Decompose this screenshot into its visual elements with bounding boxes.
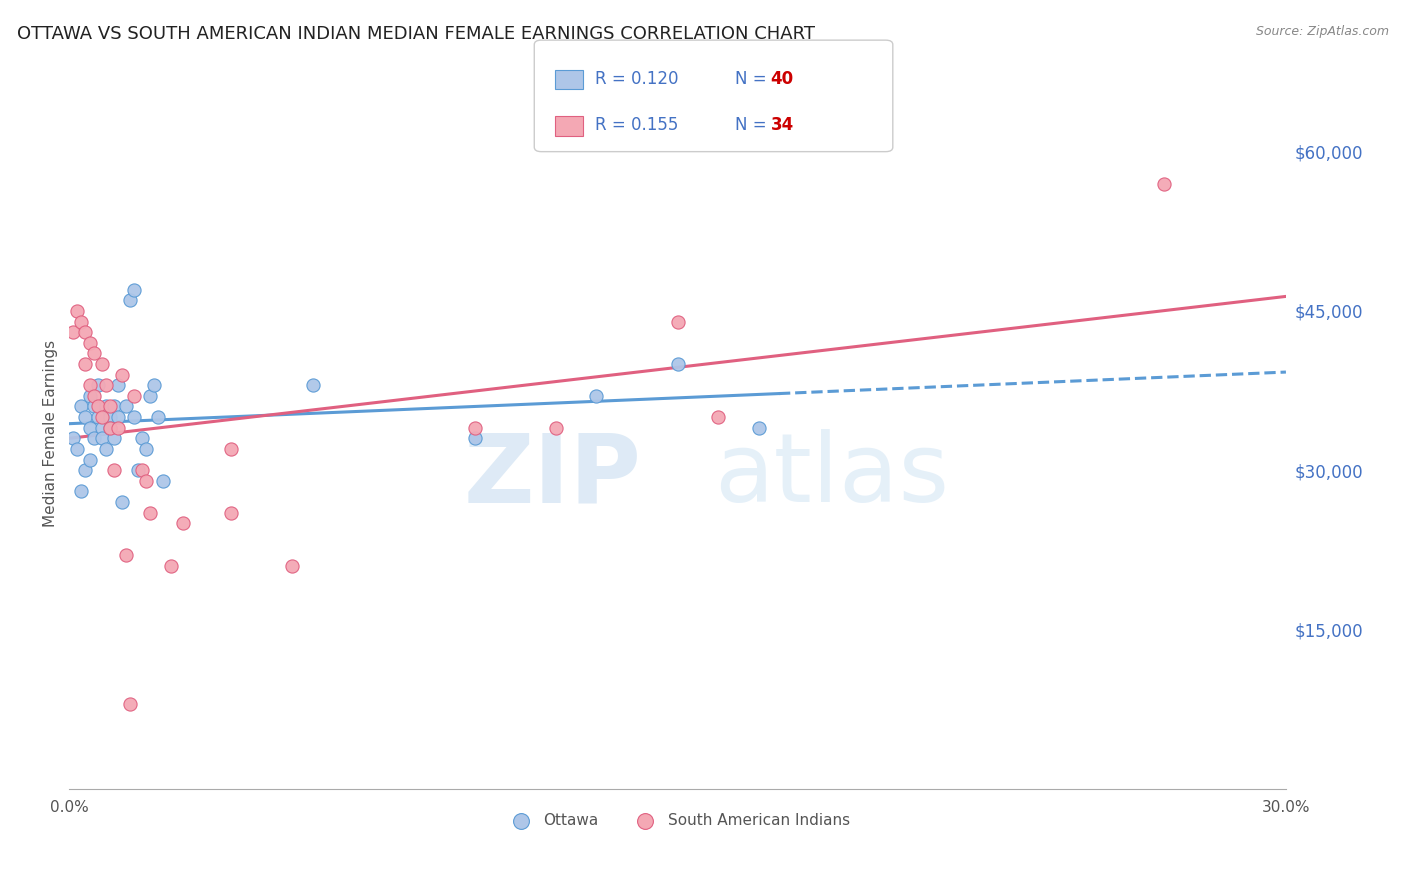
Point xyxy=(221,442,243,456)
Point xyxy=(585,389,607,403)
Point xyxy=(122,410,145,425)
Point xyxy=(1153,177,1175,191)
Point xyxy=(86,400,108,414)
Point xyxy=(83,400,105,414)
Point xyxy=(666,357,689,371)
Point xyxy=(79,420,101,434)
Point xyxy=(152,474,174,488)
Point xyxy=(70,484,93,499)
Point xyxy=(83,346,105,360)
Text: N =: N = xyxy=(735,116,772,134)
Point xyxy=(707,410,730,425)
Point xyxy=(79,335,101,350)
Text: R = 0.155: R = 0.155 xyxy=(595,116,678,134)
Point xyxy=(83,431,105,445)
Point xyxy=(75,357,97,371)
Point xyxy=(103,463,125,477)
Point xyxy=(90,420,112,434)
Point xyxy=(135,442,157,456)
Point xyxy=(143,378,166,392)
Text: OTTAWA VS SOUTH AMERICAN INDIAN MEDIAN FEMALE EARNINGS CORRELATION CHART: OTTAWA VS SOUTH AMERICAN INDIAN MEDIAN F… xyxy=(17,25,815,43)
Point xyxy=(122,389,145,403)
Text: 40: 40 xyxy=(770,70,793,87)
Point xyxy=(98,420,121,434)
Point xyxy=(75,463,97,477)
Point xyxy=(544,420,567,434)
Point xyxy=(94,442,117,456)
Point xyxy=(75,410,97,425)
Point xyxy=(464,420,486,434)
Point xyxy=(748,420,770,434)
Point xyxy=(79,452,101,467)
Point xyxy=(75,325,97,339)
Point xyxy=(103,400,125,414)
Point xyxy=(103,431,125,445)
Point xyxy=(139,506,162,520)
Point xyxy=(172,516,194,531)
Point xyxy=(94,400,117,414)
Point xyxy=(131,431,153,445)
Point xyxy=(66,442,89,456)
Point xyxy=(62,325,84,339)
Point xyxy=(98,400,121,414)
Point xyxy=(79,389,101,403)
Point xyxy=(62,431,84,445)
Point xyxy=(666,314,689,328)
Point xyxy=(94,378,117,392)
Point xyxy=(98,410,121,425)
Point xyxy=(127,463,149,477)
Point xyxy=(107,420,129,434)
Point xyxy=(115,548,138,562)
Point xyxy=(221,506,243,520)
Y-axis label: Median Female Earnings: Median Female Earnings xyxy=(44,340,58,526)
Point xyxy=(131,463,153,477)
Text: 34: 34 xyxy=(770,116,794,134)
Point xyxy=(115,400,138,414)
Point xyxy=(111,368,134,382)
Text: atlas: atlas xyxy=(714,429,949,522)
Point xyxy=(66,304,89,318)
Legend: Ottawa, South American Indians: Ottawa, South American Indians xyxy=(499,807,856,834)
Point xyxy=(301,378,323,392)
Point xyxy=(70,400,93,414)
Point xyxy=(86,410,108,425)
Point xyxy=(107,410,129,425)
Point xyxy=(120,293,142,308)
Point xyxy=(90,357,112,371)
Point xyxy=(139,389,162,403)
Point xyxy=(90,431,112,445)
Point xyxy=(83,389,105,403)
Point xyxy=(135,474,157,488)
Text: R = 0.120: R = 0.120 xyxy=(595,70,678,87)
Point xyxy=(86,378,108,392)
Text: Source: ZipAtlas.com: Source: ZipAtlas.com xyxy=(1256,25,1389,38)
Point xyxy=(98,420,121,434)
Point xyxy=(148,410,170,425)
Point xyxy=(120,697,142,711)
Text: ZIP: ZIP xyxy=(463,429,641,522)
Point xyxy=(122,283,145,297)
Point xyxy=(70,314,93,328)
Point xyxy=(464,431,486,445)
Point xyxy=(159,558,181,573)
Point xyxy=(79,378,101,392)
Text: N =: N = xyxy=(735,70,772,87)
Point xyxy=(90,410,112,425)
Point xyxy=(281,558,304,573)
Point xyxy=(111,495,134,509)
Point xyxy=(107,378,129,392)
